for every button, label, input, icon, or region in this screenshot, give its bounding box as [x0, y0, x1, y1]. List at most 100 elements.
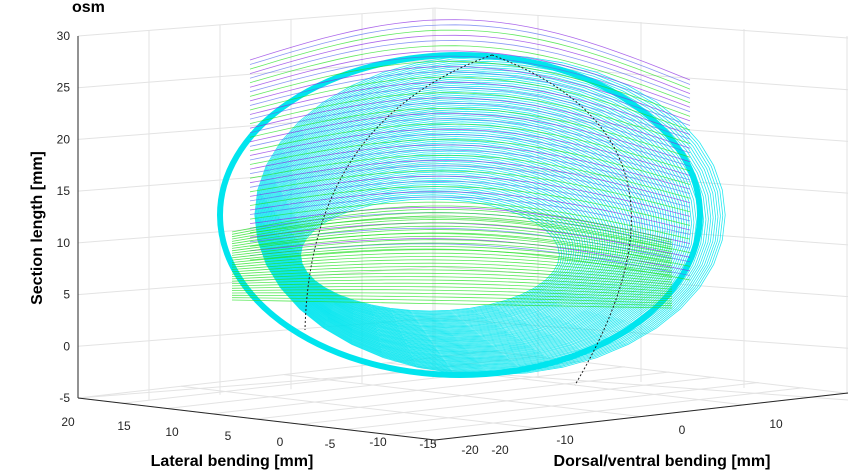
x-tick-label: -15	[419, 437, 437, 451]
z-tick-label: 5	[63, 288, 70, 302]
surface-loop	[231, 272, 673, 288]
z-tick-label: 25	[57, 81, 71, 95]
surface-loop	[269, 102, 671, 355]
y-tick-label: 10	[769, 417, 783, 431]
surface-loop	[231, 282, 673, 295]
surface-loop	[231, 215, 673, 248]
y-tick-labels: -20 -10 0 10	[491, 417, 783, 457]
surface-loop	[231, 239, 673, 264]
surface-loop	[270, 104, 668, 354]
surface-loop	[293, 177, 584, 321]
surface-loop	[267, 96, 678, 357]
surface-loop	[249, 139, 691, 185]
surface-loop	[231, 266, 673, 283]
surface-loop	[249, 149, 691, 194]
surface-loop	[231, 289, 673, 299]
surface-loop	[231, 262, 673, 281]
surface-loop	[249, 160, 691, 204]
surface-loop	[231, 286, 673, 297]
surface-loop	[249, 92, 691, 144]
surface-loop	[274, 117, 654, 348]
surface-loop	[275, 121, 649, 346]
surface-loop	[231, 218, 673, 250]
surface-loop	[249, 87, 691, 140]
meridian-line	[491, 54, 632, 386]
surface-loop	[277, 127, 642, 343]
surface-loop	[272, 112, 659, 350]
surface-loop	[249, 118, 691, 167]
surface-loop	[249, 123, 691, 172]
surface-loop	[256, 60, 719, 373]
z-tick-label: 30	[57, 29, 71, 43]
surface-loop	[231, 245, 673, 269]
surface-loop	[231, 229, 673, 257]
surface-loop	[296, 186, 575, 318]
z-tick-labels: 30 25 20 15 10 5 0 -5	[57, 29, 71, 405]
axis-box	[77, 36, 849, 445]
surface-loop	[249, 201, 691, 240]
z-tick-label: 15	[57, 184, 71, 198]
y-tick-label: 0	[679, 423, 686, 437]
surface-loop	[282, 142, 625, 337]
y-tick-label: -20	[491, 443, 509, 457]
surface-loop	[272, 110, 661, 351]
surface-loop	[249, 186, 691, 226]
surface-loop	[231, 205, 673, 241]
surface-loop	[249, 191, 691, 231]
surface-loop	[249, 71, 691, 126]
surface-loop	[265, 90, 685, 360]
surface-loop	[254, 54, 726, 376]
surface-loop	[264, 87, 688, 361]
x-tick-labels: 20 15 10 5 0 -5 -10 -15 -20	[61, 415, 479, 457]
surface-loop	[231, 269, 673, 285]
surface-loop	[249, 102, 691, 154]
surface-loop	[231, 292, 673, 302]
surface-loop	[249, 175, 691, 217]
surface-loop	[231, 276, 673, 290]
z-axis-label: Section length [mm]	[29, 151, 46, 305]
z-tick-label: 10	[57, 236, 71, 250]
x-tick-label: -5	[325, 437, 336, 451]
surface-loop	[278, 129, 640, 343]
z-tick-label: 0	[63, 339, 70, 353]
meridian-line	[304, 54, 493, 331]
surface-plot	[217, 19, 726, 386]
surface-loop	[231, 252, 673, 274]
surface-loop	[231, 279, 673, 292]
surface-loop	[283, 146, 620, 335]
surface-loop	[249, 34, 691, 94]
surface-loop	[288, 163, 601, 328]
surface-loop	[296, 188, 572, 317]
surface-loop	[249, 238, 691, 272]
surface-loop	[231, 212, 673, 246]
surface-loop	[231, 294, 673, 304]
z-tick-label: -5	[59, 391, 70, 405]
surface-loop	[249, 40, 691, 99]
surface-loop	[249, 180, 691, 222]
x-tick-label: 10	[165, 425, 179, 439]
surface-loop	[249, 45, 691, 104]
surface-rim	[217, 52, 703, 378]
surface-loop	[249, 29, 691, 90]
surface-loop	[249, 133, 691, 181]
x-tick-label: 20	[61, 415, 75, 429]
surface-loop	[249, 66, 691, 122]
surface-loop	[249, 222, 691, 258]
surface-loop	[249, 108, 691, 158]
surface-loop	[249, 196, 691, 235]
surface-loop	[231, 297, 673, 307]
surface-loop	[297, 190, 570, 316]
surface-loop	[249, 128, 691, 176]
surface-loop	[288, 160, 603, 329]
surface-loop	[249, 55, 691, 113]
surface-loop	[231, 242, 673, 267]
surface-loop	[249, 24, 691, 85]
surface-loop	[249, 76, 691, 131]
x-tick-label: 0	[277, 435, 284, 449]
surface-loop	[249, 170, 691, 213]
surface-loop	[264, 85, 690, 362]
surface-loop	[231, 235, 673, 262]
x-tick-label: 15	[117, 419, 131, 433]
chart-title-fragment: osm	[72, 0, 105, 16]
